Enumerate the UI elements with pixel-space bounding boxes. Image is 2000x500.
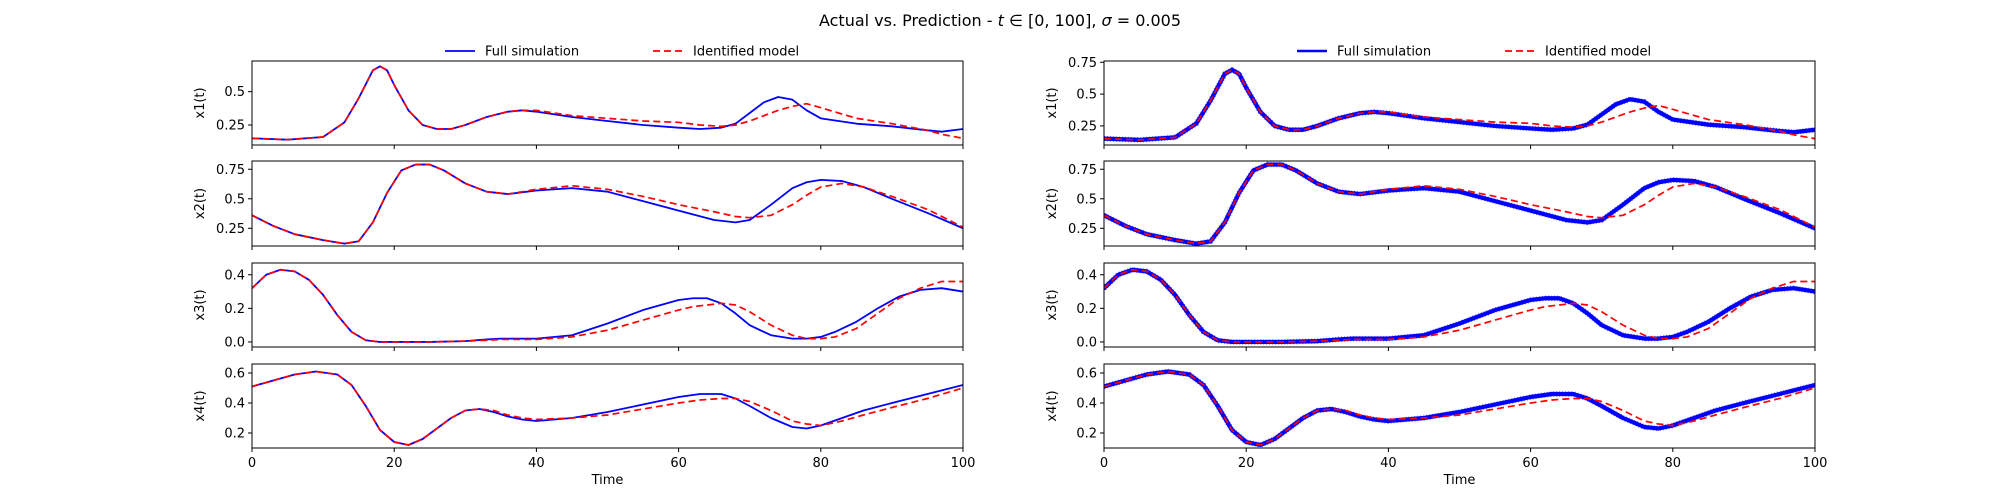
axes-frame [1103, 60, 1816, 146]
subplot-right-2: 0.25 0.5 0.75 x2(t) [1045, 160, 1816, 250]
legend-label-full-simulation: Full simulation [1337, 45, 1431, 60]
title-text: Actual vs. Prediction - [819, 11, 998, 30]
y-tick-label: 0.5 [1076, 88, 1097, 103]
x-tick-label: 60 [670, 456, 687, 471]
y-tick-label: 0.75 [1068, 56, 1097, 71]
y-axis-label: x2(t) [1045, 188, 1060, 219]
chart-panel-right: 0.250.50.75x1(t)0.250.50.75x2(t)0.00.20.… [1045, 45, 1827, 489]
axes-frame [1103, 363, 1816, 449]
y-tick-label: 0.25 [1068, 119, 1097, 134]
subplot-left-4: 0.2 0.4 0.6 0 20 40 60 80 100 x4(t) [193, 363, 976, 471]
y-tick-label: 0.5 [1076, 192, 1097, 207]
y-tick-label: 0.5 [224, 192, 245, 207]
x-tick-label: 40 [1380, 456, 1397, 471]
y-axis-label: x4(t) [1045, 390, 1060, 421]
series-line-identified-model [1104, 268, 1815, 343]
y-axis-label: x2(t) [193, 188, 208, 219]
y-tick-label: 0.25 [216, 222, 245, 237]
y-axis-label: x1(t) [1045, 87, 1060, 118]
legend-label-identified-model: Identified model [1545, 45, 1651, 60]
series-line-identified-model [1104, 370, 1815, 446]
x-axis-label: Time [1443, 473, 1476, 488]
y-axis-label: x3(t) [1045, 289, 1060, 320]
y-tick-label: 0.6 [1076, 367, 1097, 382]
y-tick-label: 0.5 [224, 85, 245, 100]
axes-frame [251, 363, 964, 449]
axes-frame [251, 262, 964, 348]
axes-frame [251, 160, 964, 247]
y-tick-label: 0.75 [216, 163, 245, 178]
x-tick-label: 20 [1238, 456, 1255, 471]
axes-frame [1103, 160, 1816, 247]
y-tick-label: 0.2 [1076, 427, 1097, 442]
x-tick-label: 0 [248, 456, 256, 471]
y-tick-label: 0.25 [216, 119, 245, 134]
y-tick-label: 0.6 [224, 367, 245, 382]
title-math-sigma: σ [1102, 11, 1113, 30]
series-line-identified-model [252, 268, 963, 343]
y-tick-label: 0.4 [224, 397, 245, 412]
subplot-left-2: 0.25 0.5 0.75 x2(t) [193, 160, 964, 250]
series-line-full-simulation [252, 65, 963, 141]
y-tick-label: 0.4 [1076, 397, 1097, 412]
y-tick-label: 0.0 [224, 335, 245, 350]
y-axis-label: x1(t) [193, 87, 208, 118]
figure-title: Actual vs. Prediction - t ∈ [0, 100], σ … [819, 11, 1181, 30]
x-tick-label: 100 [951, 456, 976, 471]
y-tick-label: 0.2 [224, 302, 245, 317]
x-tick-label: 20 [386, 456, 403, 471]
subplot-right-1: 0.25 0.5 0.75 x1(t) [1045, 56, 1816, 149]
x-tick-label: 40 [528, 456, 545, 471]
x-tick-label: 60 [1522, 456, 1539, 471]
x-tick-label: 80 [813, 456, 830, 471]
legend: Full simulation Identified model [445, 45, 799, 60]
series-line-identified-model [1104, 163, 1815, 245]
axes-frame [251, 60, 964, 146]
series-line-full-simulation [252, 268, 963, 343]
series-line-identified-model [252, 65, 963, 141]
subplot-right-4: 0.2 0.4 0.6 0 20 40 60 80 100 x4(t) [1045, 363, 1828, 471]
x-tick-label: 0 [1100, 456, 1108, 471]
subplot-left-1: 0.25 0.5 x1(t) [193, 60, 964, 149]
legend-label-identified-model: Identified model [693, 45, 799, 60]
subplot-right-3: 0.0 0.2 0.4 x3(t) [1045, 262, 1816, 351]
series-line-identified-model [252, 370, 963, 446]
plots-group: 0.25 0.5 x1(t) 0.25 0.5 0.75 x2(t) 0.0 0.2 0.4 x3(… [193, 45, 1827, 489]
series-line-full-simulation [1104, 267, 1815, 345]
y-tick-label: 0.4 [224, 268, 245, 283]
title-math-value: = 0.005 [1112, 11, 1181, 30]
subplot-left-3: 0.0 0.2 0.4 x3(t) [193, 262, 964, 351]
series-line-identified-model [252, 163, 963, 245]
y-axis-label: x3(t) [193, 289, 208, 320]
x-axis-label: Time [591, 473, 624, 488]
y-tick-label: 0.2 [224, 427, 245, 442]
y-tick-label: 0.4 [1076, 268, 1097, 283]
y-tick-label: 0.25 [1068, 222, 1097, 237]
x-tick-label: 80 [1665, 456, 1682, 471]
title-math-range: ∈ [0, 100], [1004, 11, 1102, 30]
legend: Full simulation Identified model [1297, 45, 1651, 60]
y-tick-label: 0.75 [1068, 163, 1097, 178]
chart-panel-left: 0.25 0.5 x1(t) 0.25 0.5 0.75 x2(t) 0.0 0.2 0.4 x3(… [193, 45, 975, 489]
series-line-identified-model [1104, 69, 1815, 141]
axes-frame [1103, 262, 1816, 348]
x-tick-label: 100 [1803, 456, 1828, 471]
title-math-t: t [998, 11, 1005, 30]
legend-label-full-simulation: Full simulation [485, 45, 579, 60]
y-tick-label: 0.0 [1076, 335, 1097, 350]
y-tick-label: 0.2 [1076, 302, 1097, 317]
y-axis-label: x4(t) [193, 390, 208, 421]
